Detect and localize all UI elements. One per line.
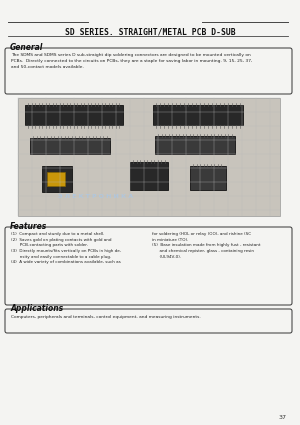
FancyBboxPatch shape — [5, 227, 292, 305]
Bar — [47, 172, 65, 186]
Text: General: General — [10, 43, 43, 52]
Bar — [190, 166, 226, 190]
Bar — [25, 105, 123, 125]
Text: Applications: Applications — [10, 304, 63, 313]
Bar — [42, 166, 72, 192]
Bar — [130, 162, 168, 190]
Bar — [153, 105, 243, 125]
FancyBboxPatch shape — [5, 48, 292, 94]
Bar — [18, 98, 280, 216]
Text: SD SERIES. STRAIGHT/METAL PCB D-SUB: SD SERIES. STRAIGHT/METAL PCB D-SUB — [65, 27, 235, 36]
Text: (1)  Compact and sturdy due to a metal shell.
(2)  Saves gold on plating contact: (1) Compact and sturdy due to a metal sh… — [11, 232, 121, 264]
FancyBboxPatch shape — [5, 309, 292, 333]
Text: 37: 37 — [279, 415, 287, 420]
Bar — [155, 136, 235, 154]
Bar — [30, 138, 110, 154]
Text: for soldering (HOL or relay (OO), and rishine (SC
in miniature (TO).
(5)  Base i: for soldering (HOL or relay (OO), and ri… — [152, 232, 260, 258]
Text: Э Л Е К Т Р О Н И К А: Э Л Е К Т Р О Н И К А — [58, 193, 133, 198]
Text: The SDMS and SDMS series D sub-straight dip soldering connectors are designed to: The SDMS and SDMS series D sub-straight … — [11, 53, 252, 68]
Text: Computers, peripherals and terminals, control equipment, and measuring instrumen: Computers, peripherals and terminals, co… — [11, 315, 201, 319]
Text: Features: Features — [10, 222, 47, 231]
